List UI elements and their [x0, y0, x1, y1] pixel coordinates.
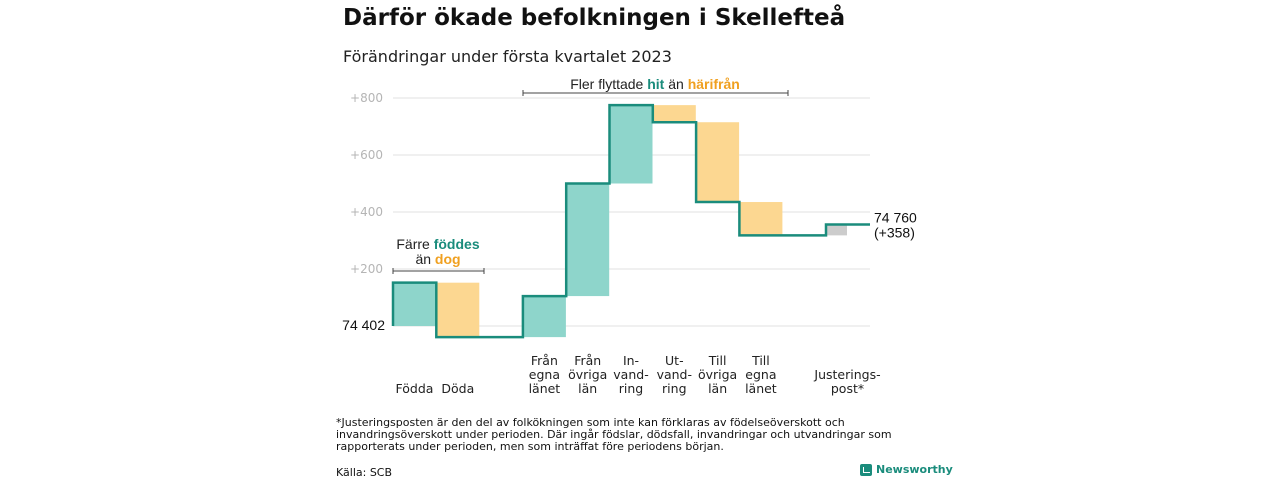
end-value-label: (+358): [874, 225, 915, 241]
births-text-dog: dog: [435, 251, 461, 267]
x-category-label: egna: [745, 367, 776, 382]
bar-layer: [393, 105, 847, 338]
x-category-label: ring: [619, 381, 643, 396]
grid-layer: +800 +600 +400 +200: [350, 91, 870, 327]
x-category-label: Till: [708, 353, 727, 368]
waterfall-bar: [566, 183, 610, 297]
y-tick-label: +400: [350, 205, 383, 219]
cumulative-step-line: [391, 103, 870, 339]
x-category-label: Från: [531, 353, 558, 368]
waterfall-bar: [652, 105, 696, 123]
waterfall-bar: [696, 122, 740, 203]
migration-text-harifran: härifrån: [688, 76, 740, 92]
births-text-before: Färre: [396, 236, 433, 252]
brand-name: Newsworthy: [876, 463, 953, 476]
newsworthy-icon: [860, 463, 872, 476]
y-tick-label: +200: [350, 262, 383, 276]
migration-text-hit: hit: [647, 76, 664, 92]
x-category-label: länet: [529, 381, 561, 396]
x-category-label: post*: [831, 381, 864, 396]
end-value-label: 74 760: [874, 210, 917, 226]
brand-logo: Newsworthy: [860, 463, 953, 476]
x-category-label: län: [578, 381, 597, 396]
x-category-label: ring: [662, 381, 686, 396]
births-annotation-line2: än dog: [415, 251, 460, 267]
waterfall-bar: [436, 282, 480, 338]
births-text-middle: än: [415, 251, 434, 267]
births-text-fodda: föddes: [434, 236, 480, 252]
x-category-label: vand-: [613, 367, 648, 382]
x-category-label: län: [708, 381, 727, 396]
x-category-label: In-: [623, 353, 639, 368]
x-category-label: Döda: [441, 381, 474, 396]
waterfall-bar: [827, 224, 847, 236]
migration-text-middle: än: [664, 76, 687, 92]
x-category-label: Födda: [396, 381, 434, 396]
waterfall-bar: [609, 105, 653, 184]
x-category-label: Ut-: [665, 353, 684, 368]
x-category-label: egna: [529, 367, 560, 382]
line-layer: [391, 103, 870, 339]
x-category-label: övriga: [698, 367, 737, 382]
chart-title: Därför ökade befolkningen i Skellefteå: [343, 5, 846, 31]
chart-subtitle: Förändringar under första kvartalet 2023: [343, 47, 672, 66]
waterfall-bar: [522, 296, 566, 338]
footnote: *Justeringsposten är den del av folkökni…: [336, 416, 892, 453]
births-annotation-line1: Färre föddes: [396, 236, 479, 252]
y-tick-label: +600: [350, 148, 383, 162]
label-layer: Födda DödaFrånegnalänetFrånövrigalänIn-va…: [342, 210, 917, 396]
migration-annotation: Fler flyttade hit än härifrån: [570, 76, 740, 92]
x-category-label: Justerings-: [813, 367, 880, 382]
y-tick-label: +800: [350, 91, 383, 105]
waterfall-bar: [393, 282, 436, 326]
x-category-label: vand-: [657, 367, 692, 382]
x-category-label: Till: [751, 353, 770, 368]
x-category-label: Från: [574, 353, 601, 368]
source-label: Källa: SCB: [336, 466, 393, 479]
waterfall-bar: [739, 202, 783, 236]
x-category-label: övriga: [568, 367, 607, 382]
migration-text-before: Fler flyttade: [570, 76, 647, 92]
x-category-label: länet: [745, 381, 777, 396]
start-value-label: 74 402: [342, 317, 385, 333]
waterfall-chart: +800+600+400+200 Födda DödaFrånegnalänetF…: [342, 76, 917, 396]
